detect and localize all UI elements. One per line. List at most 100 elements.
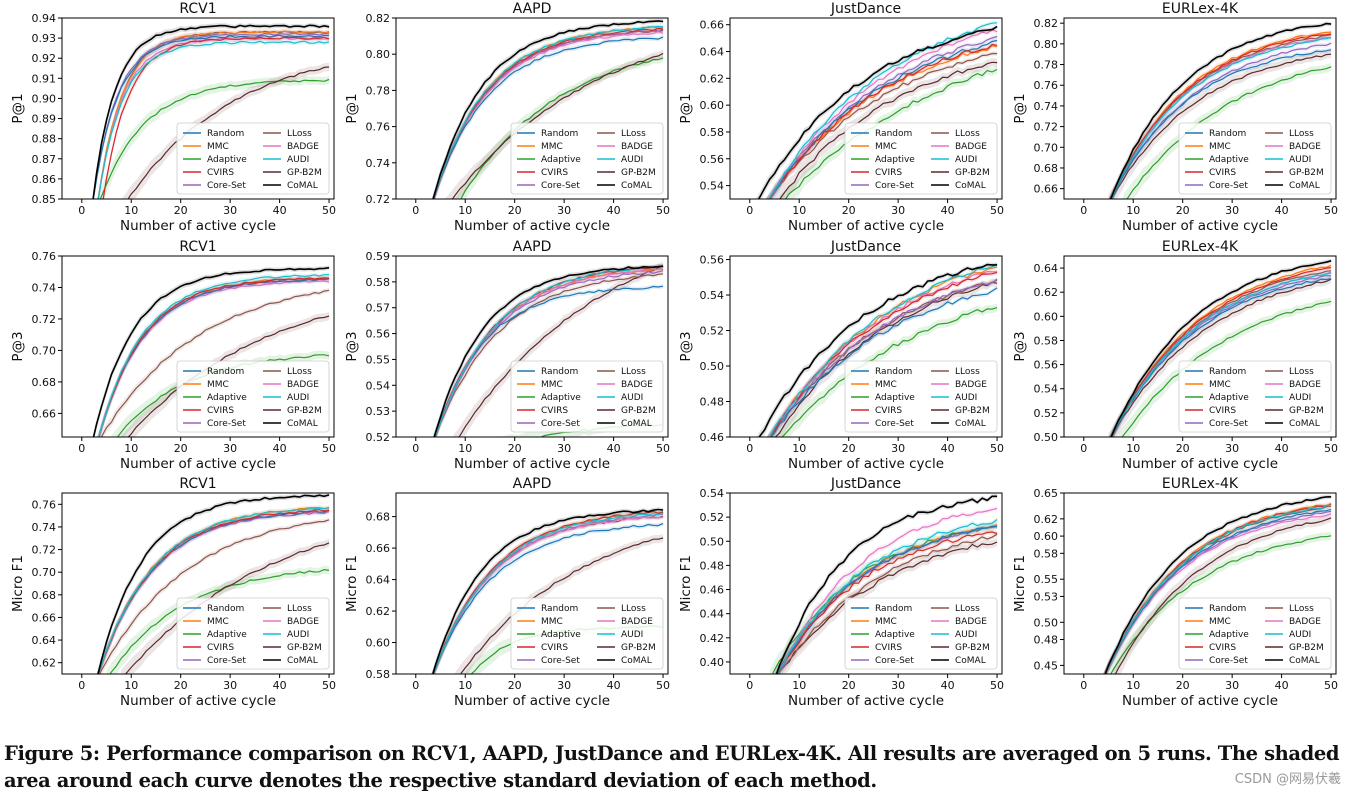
y-axis-label: P@3 <box>344 331 360 361</box>
legend-label-adaptive: Adaptive <box>875 630 915 640</box>
y-axis-label: Micro F1 <box>1012 555 1028 612</box>
x-tick-label: 40 <box>607 442 621 455</box>
y-tick-label: 0.76 <box>32 498 57 511</box>
y-axis-label: P@1 <box>1012 93 1028 123</box>
legend-label-comal: CoMAL <box>955 656 986 666</box>
x-tick-label: 40 <box>273 679 287 692</box>
chart-panel: JustDance 0 10 20 30 40 50 0.54 0.56 0.58 0.60 0.62… <box>678 1 1004 234</box>
legend-label-badge: BADGE <box>287 380 319 390</box>
series-group <box>92 23 330 199</box>
series-group <box>1108 258 1332 437</box>
y-tick-label: 0.76 <box>366 121 391 134</box>
legend-label-core-set: Core-Set <box>1209 419 1248 429</box>
x-tick-label: 10 <box>458 679 472 692</box>
series-group <box>431 18 664 199</box>
std-band-cvirs <box>1103 502 1332 674</box>
x-tick-label: 0 <box>412 442 419 455</box>
chart-title: JustDance <box>830 476 901 492</box>
x-tick-label: 10 <box>792 204 806 217</box>
y-tick-label: 0.62 <box>1034 286 1059 299</box>
series-line-audi <box>776 519 998 674</box>
chart-panel: JustDance 0 10 20 30 40 50 0.46 0.48 0.50 0.52 0.54… <box>678 239 1004 472</box>
x-tick-label: 10 <box>1126 679 1140 692</box>
legend-frame <box>1178 597 1332 670</box>
chart-title: AAPD <box>513 239 552 255</box>
y-tick-label: 0.89 <box>32 113 57 126</box>
y-tick-label: 0.62 <box>366 605 391 618</box>
legend-label-adaptive: Adaptive <box>541 630 581 640</box>
x-tick-label: 50 <box>1324 204 1338 217</box>
y-tick-label: 0.54 <box>700 180 725 193</box>
legend-label-badge: BADGE <box>621 617 653 627</box>
std-band-gp-b2m <box>121 62 330 199</box>
y-tick-label: 0.74 <box>32 521 57 534</box>
y-tick-label: 0.74 <box>366 157 391 170</box>
legend-label-adaptive: Adaptive <box>875 155 915 165</box>
y-tick-label: 0.52 <box>1034 407 1059 420</box>
x-tick-label: 20 <box>1176 204 1190 217</box>
legend: Random LLoss MMC BADGE Adaptive AUDI CVIRS GP-B… <box>1178 122 1332 195</box>
series-line-gp-b2m <box>1111 278 1332 437</box>
std-band-audi <box>1103 503 1332 674</box>
x-axis-label: Number of active cycle <box>454 693 610 709</box>
series-line-gp-b2m <box>127 66 330 199</box>
x-tick-label: 10 <box>124 204 138 217</box>
legend-label-lloss: LLoss <box>287 604 312 614</box>
legend-label-cvirs: CVIRS <box>207 406 234 416</box>
y-tick-label: 0.70 <box>32 344 57 357</box>
x-tick-label: 40 <box>607 679 621 692</box>
series-line-gp-b2m <box>458 265 664 437</box>
legend-label-badge: BADGE <box>955 142 987 152</box>
y-tick-label: 0.46 <box>700 584 725 597</box>
y-tick-label: 0.50 <box>700 360 725 373</box>
x-tick-label: 10 <box>792 679 806 692</box>
legend-label-mmc: MMC <box>1209 142 1231 152</box>
legend-frame <box>844 122 998 195</box>
y-tick-label: 0.76 <box>1034 79 1059 92</box>
std-band-badge <box>1108 35 1332 199</box>
legend-label-badge: BADGE <box>1289 380 1321 390</box>
y-tick-label: 0.72 <box>32 313 57 326</box>
x-tick-label: 50 <box>322 204 336 217</box>
series-line-core-set <box>768 35 998 199</box>
series-line-comal <box>92 266 330 437</box>
series-line-adaptive <box>109 568 330 674</box>
y-axis-label: P@3 <box>678 331 694 361</box>
legend: Random LLoss MMC BADGE Adaptive AUDI CVIRS GP-B… <box>510 360 664 433</box>
x-tick-label: 0 <box>746 442 753 455</box>
std-band-comal <box>1103 494 1332 674</box>
series-group <box>1103 494 1332 674</box>
y-tick-label: 0.74 <box>32 281 57 294</box>
legend-label-mmc: MMC <box>875 380 897 390</box>
x-tick-label: 0 <box>1080 442 1087 455</box>
legend-label-audi: AUDI <box>287 155 309 165</box>
chart-panel: AAPD 0 10 20 30 40 50 0.52 0.53 0.54 0.55 0.56 0.57 0… <box>344 239 670 472</box>
series-line-adaptive <box>1121 300 1332 437</box>
x-tick-label: 50 <box>1324 442 1338 455</box>
legend-label-comal: CoMAL <box>955 419 986 429</box>
chart-title: EURLex-4K <box>1162 476 1239 492</box>
legend-frame <box>176 122 330 195</box>
x-tick-label: 10 <box>792 442 806 455</box>
std-band-gp-b2m <box>769 278 998 437</box>
y-tick-label: 0.57 <box>366 302 391 315</box>
series-group <box>769 494 998 674</box>
x-tick-label: 0 <box>1080 204 1087 217</box>
legend: Random LLoss MMC BADGE Adaptive AUDI CVIRS GP-B… <box>844 122 998 195</box>
legend: Random LLoss MMC BADGE Adaptive AUDI CVIRS GP-B… <box>844 360 998 433</box>
x-axis-label: Number of active cycle <box>1122 218 1278 234</box>
series-line-comal <box>1110 260 1332 437</box>
y-axis-label: P@3 <box>10 331 26 361</box>
legend-label-badge: BADGE <box>1289 617 1321 627</box>
legend-label-random: Random <box>541 367 578 377</box>
x-axis-label: Number of active cycle <box>1122 456 1278 472</box>
y-tick-label: 0.56 <box>1034 359 1059 372</box>
y-tick-label: 0.64 <box>366 574 391 587</box>
y-tick-label: 0.66 <box>32 407 57 420</box>
y-tick-label: 0.56 <box>366 328 391 341</box>
legend-label-core-set: Core-Set <box>1209 656 1248 666</box>
legend-label-mmc: MMC <box>541 380 563 390</box>
x-tick-label: 20 <box>174 204 188 217</box>
legend-label-gp-b2m: GP-B2M <box>287 168 322 178</box>
x-tick-label: 0 <box>78 204 85 217</box>
